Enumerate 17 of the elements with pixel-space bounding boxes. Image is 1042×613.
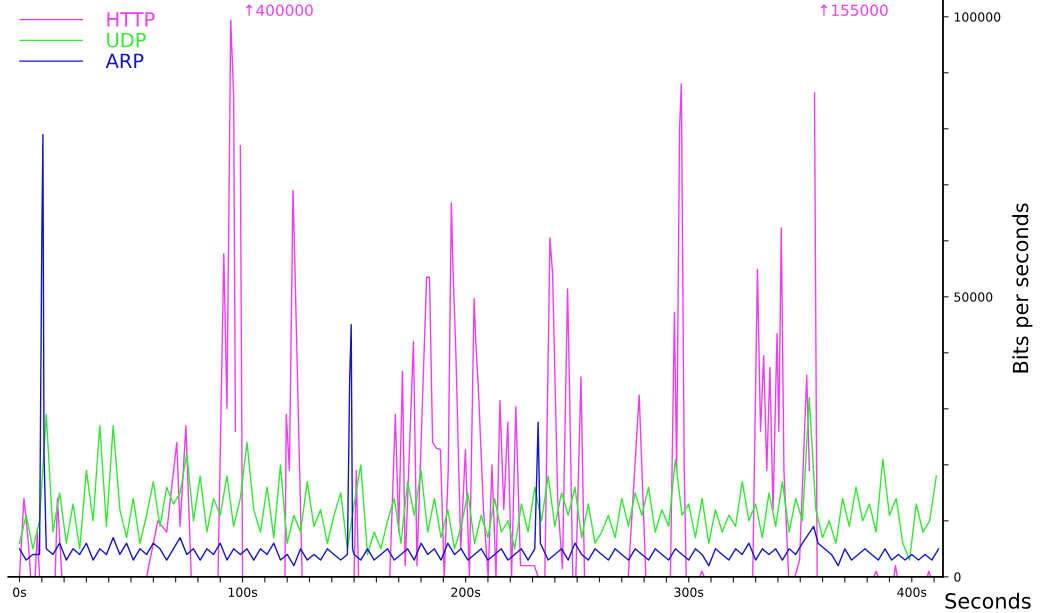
line-series xyxy=(18,396,938,561)
y-tick-label: 100000 xyxy=(954,12,1001,22)
legend-label: UDP xyxy=(107,33,146,48)
legend-label: ARP xyxy=(105,53,144,68)
annotation: ↑400000 xyxy=(245,4,313,16)
y-axis-title: Bits per seconds xyxy=(1012,203,1033,373)
legend-label: HTTP xyxy=(107,12,155,27)
line-series xyxy=(18,133,940,567)
x-tick-label: 400s xyxy=(897,587,927,597)
x-tick-label: 0s xyxy=(13,587,27,597)
x-tick-label: 200s xyxy=(451,587,481,597)
x-tick-label: 300s xyxy=(674,587,704,597)
x-axis-title: Seconds xyxy=(945,592,1031,609)
y-tick-label: 50000 xyxy=(954,292,993,302)
annotation: ↑155000 xyxy=(820,4,888,16)
y-tick-label: 0 xyxy=(954,572,961,582)
x-tick-label: 100s xyxy=(228,587,258,597)
